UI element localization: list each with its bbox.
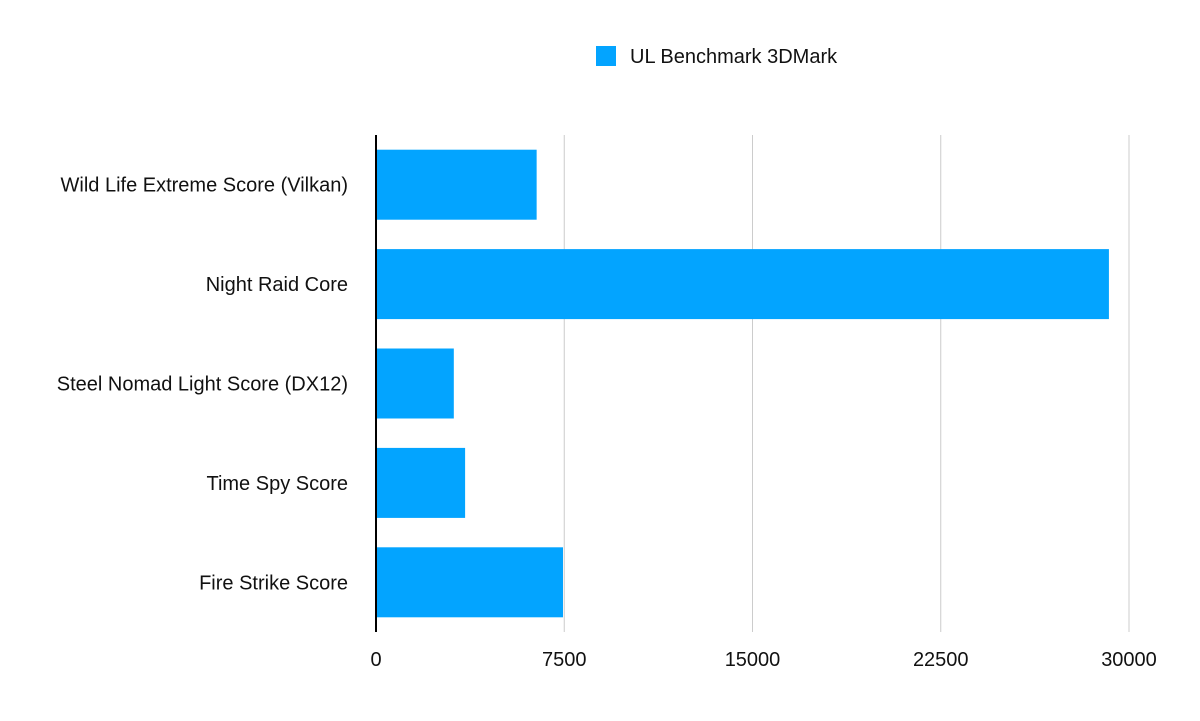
x-tick-label: 15000 (725, 649, 781, 671)
bar (376, 447, 466, 518)
x-tick-label: 0 (370, 649, 381, 671)
x-axis-tick-labels: 0 7500 15000 22500 30000 (370, 649, 1156, 671)
bar (376, 249, 1109, 320)
x-tick-label: 7500 (542, 649, 587, 671)
category-labels: Wild Life Extreme Score (Vilkan) Night Ra… (57, 175, 348, 595)
gridlines (563, 135, 1130, 632)
category-label: Steel Nomad Light Score (DX12) (57, 374, 348, 396)
category-label: Fire Strike Score (199, 572, 348, 594)
bar (376, 149, 537, 220)
category-label: Wild Life Extreme Score (Vilkan) (61, 175, 349, 197)
category-label: Night Raid Core (206, 274, 348, 296)
bar (376, 547, 563, 618)
bar (376, 348, 454, 419)
bars (376, 149, 1109, 618)
legend-label: UL Benchmark 3DMark (630, 46, 838, 68)
legend-swatch (596, 46, 616, 66)
x-tick-label: 22500 (913, 649, 969, 671)
x-tick-label: 30000 (1101, 649, 1157, 671)
legend: UL Benchmark 3DMark (596, 46, 838, 68)
category-label: Time Spy Score (206, 473, 348, 495)
